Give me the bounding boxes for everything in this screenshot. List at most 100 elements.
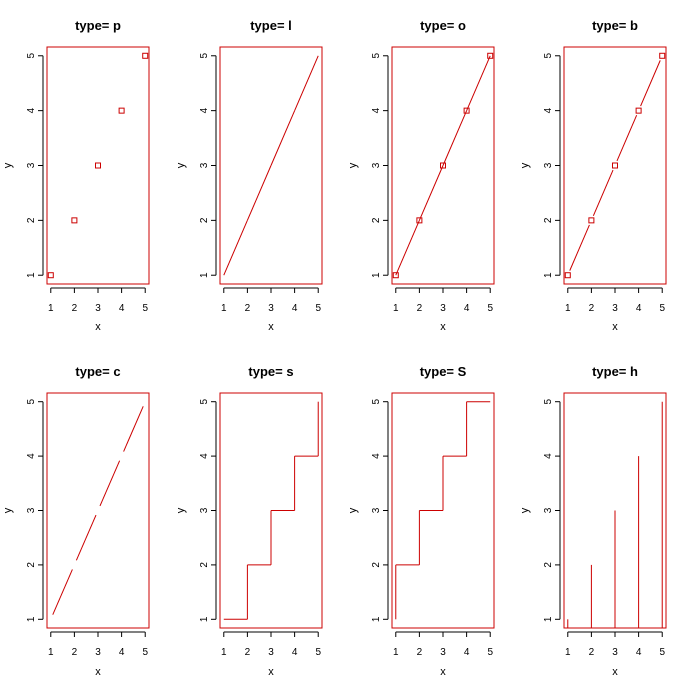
series-segment: [123, 406, 144, 452]
panel-title: type= h: [592, 364, 638, 379]
y-axis-label: y: [347, 162, 359, 168]
x-axis-label: x: [612, 321, 618, 333]
panel-title: type= l: [250, 18, 292, 33]
series-segment: [223, 220, 248, 276]
x-tick-label: 4: [292, 647, 298, 658]
x-tick-label: 3: [440, 303, 446, 314]
x-tick-label: 1: [48, 647, 54, 658]
data-point: [659, 52, 666, 59]
x-tick-label: 1: [221, 303, 227, 314]
x-tick-label: 2: [72, 647, 78, 658]
series-segment: [592, 169, 614, 216]
y-tick-label: 5: [543, 53, 554, 59]
y-tick-label: 2: [543, 217, 554, 223]
plot-frame: [219, 46, 323, 285]
y-tick-label: 1: [26, 272, 37, 278]
x-tick-label: 5: [315, 303, 321, 314]
y-tick-label: 5: [371, 398, 382, 404]
panel-1: type= p 1 2 3 4 5 x 1 2 3 4 5 y: [2, 18, 150, 333]
panel-6: type= s 1 2 3 4 5 x 1 2 3 4 5 y: [175, 364, 323, 678]
y-tick-label: 2: [199, 217, 210, 223]
data-point: [416, 217, 423, 224]
x-tick-label: 4: [636, 303, 642, 314]
series-segment: [75, 514, 97, 561]
series-segment: [442, 110, 468, 166]
x-tick-label: 1: [565, 303, 571, 314]
x-axis-label: x: [268, 666, 274, 678]
plot-frame: [46, 46, 150, 285]
series-segment: [99, 460, 121, 507]
y-tick-label: 3: [199, 162, 210, 168]
panel-title: type= b: [592, 18, 638, 33]
series-segment: [466, 55, 491, 111]
y-tick-label: 4: [26, 107, 37, 113]
panel-2: type= l 1 2 3 4 5 x 1 2 3 4 5 y: [175, 18, 323, 333]
y-tick-label: 3: [543, 162, 554, 168]
y-tick-label: 5: [199, 53, 210, 59]
y-tick-label: 2: [371, 562, 382, 568]
y-tick-label: 3: [371, 162, 382, 168]
x-tick-label: 5: [659, 647, 665, 658]
x-tick-label: 2: [72, 303, 78, 314]
data-point: [612, 162, 618, 169]
y-tick-label: 3: [26, 507, 37, 513]
y-tick-label: 4: [543, 453, 554, 459]
x-tick-label: 3: [95, 647, 101, 658]
x-tick-label: 2: [245, 647, 251, 658]
x-tick-label: 3: [440, 647, 446, 658]
y-axis-label: y: [519, 507, 531, 513]
x-tick-label: 4: [119, 647, 125, 658]
data-point: [118, 107, 125, 114]
y-tick-label: 3: [371, 507, 382, 513]
panel-3: type= o 1 2 3 4 5 x 1 2 3 4 5 y: [347, 18, 495, 333]
series-segment: [246, 165, 272, 221]
x-tick-label: 5: [142, 647, 148, 658]
series-segment: [418, 165, 444, 221]
x-tick-label: 5: [142, 303, 148, 314]
x-tick-label: 5: [487, 647, 493, 658]
y-tick-label: 2: [26, 217, 37, 223]
y-axis-label: y: [175, 507, 187, 513]
y-tick-label: 1: [26, 616, 37, 622]
y-tick-label: 1: [199, 272, 210, 278]
x-tick-label: 2: [417, 303, 423, 314]
plot-frame: [46, 392, 150, 629]
x-tick-label: 5: [487, 303, 493, 314]
series-segment: [395, 220, 420, 276]
y-tick-label: 1: [543, 616, 554, 622]
y-tick-label: 1: [371, 616, 382, 622]
x-tick-label: 1: [393, 647, 399, 658]
y-tick-label: 5: [26, 53, 37, 59]
x-tick-label: 4: [464, 303, 470, 314]
series-segment: [270, 110, 296, 166]
x-tick-label: 5: [659, 303, 665, 314]
plot-frame: [391, 392, 495, 629]
y-tick-label: 4: [26, 453, 37, 459]
y-tick-label: 5: [199, 398, 210, 404]
y-axis-label: y: [2, 507, 14, 513]
series-segment: [616, 115, 638, 162]
y-tick-label: 4: [371, 453, 382, 459]
x-tick-label: 5: [315, 647, 321, 658]
y-tick-label: 3: [199, 507, 210, 513]
data-point: [47, 272, 54, 279]
x-tick-label: 2: [589, 647, 595, 658]
panel-title: type= p: [75, 18, 121, 33]
y-axis-label: y: [347, 507, 359, 513]
data-point: [142, 52, 149, 59]
y-tick-label: 1: [543, 272, 554, 278]
x-tick-label: 4: [292, 303, 298, 314]
y-tick-label: 2: [199, 562, 210, 568]
y-axis-label: y: [2, 162, 14, 168]
panel-5: type= c 1 2 3 4 5 x 1 2 3 4 5 y: [2, 364, 150, 678]
y-tick-label: 3: [543, 507, 554, 513]
series-segment: [294, 55, 319, 111]
data-point: [588, 217, 595, 224]
x-tick-label: 1: [393, 303, 399, 314]
y-axis-label: y: [175, 162, 187, 168]
panel-4: type= b 1 2 3 4 5 x 1 2 3 4 5 y: [519, 18, 667, 333]
series-segment: [569, 224, 590, 271]
y-tick-label: 4: [199, 453, 210, 459]
series-segment: [52, 569, 73, 615]
y-tick-label: 2: [26, 562, 37, 568]
